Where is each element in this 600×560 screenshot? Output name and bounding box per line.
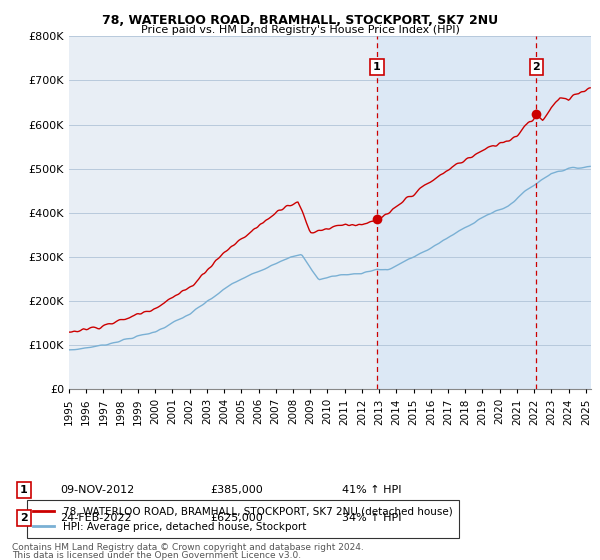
Text: 2: 2 bbox=[20, 513, 28, 523]
Text: Price paid vs. HM Land Registry's House Price Index (HPI): Price paid vs. HM Land Registry's House … bbox=[140, 25, 460, 35]
Text: 78, WATERLOO ROAD, BRAMHALL, STOCKPORT, SK7 2NU: 78, WATERLOO ROAD, BRAMHALL, STOCKPORT, … bbox=[102, 14, 498, 27]
Bar bbox=[377, 36, 536, 389]
Text: 24-FEB-2022: 24-FEB-2022 bbox=[60, 513, 131, 523]
Text: £625,000: £625,000 bbox=[210, 513, 263, 523]
Text: 34% ↑ HPI: 34% ↑ HPI bbox=[342, 513, 401, 523]
Text: £385,000: £385,000 bbox=[210, 485, 263, 495]
Legend: 78, WATERLOO ROAD, BRAMHALL, STOCKPORT, SK7 2NU (detached house), HPI: Average p: 78, WATERLOO ROAD, BRAMHALL, STOCKPORT, … bbox=[27, 500, 458, 538]
Text: 1: 1 bbox=[373, 62, 381, 72]
Text: 09-NOV-2012: 09-NOV-2012 bbox=[60, 485, 134, 495]
Text: Contains HM Land Registry data © Crown copyright and database right 2024.: Contains HM Land Registry data © Crown c… bbox=[12, 543, 364, 552]
Text: This data is licensed under the Open Government Licence v3.0.: This data is licensed under the Open Gov… bbox=[12, 551, 301, 560]
Bar bbox=[536, 36, 591, 389]
Text: 41% ↑ HPI: 41% ↑ HPI bbox=[342, 485, 401, 495]
Text: 1: 1 bbox=[20, 485, 28, 495]
Text: 2: 2 bbox=[532, 62, 540, 72]
